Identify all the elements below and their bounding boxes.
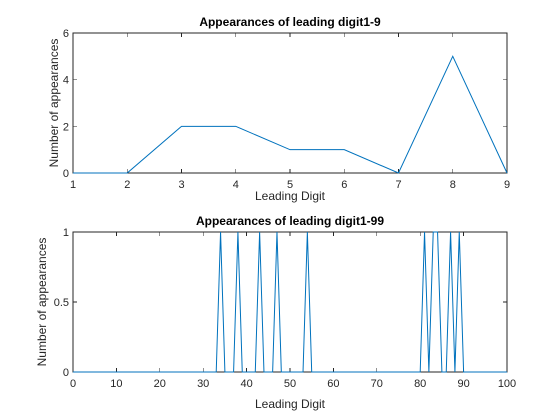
chart-title: Appearances of leading digit1-99	[196, 214, 384, 228]
x-axis-label: Leading Digit	[255, 397, 326, 411]
x-tick-label: 50	[284, 378, 296, 390]
x-tick-label: 6	[341, 179, 347, 191]
y-tick-label: 6	[63, 28, 69, 40]
y-tick-label: 0.5	[54, 297, 69, 309]
x-tick-label: 40	[240, 378, 252, 390]
data-series-line	[73, 55, 508, 174]
y-axis-label: Number of appearances	[35, 238, 49, 367]
x-tick-label: 90	[457, 378, 469, 390]
y-tick-label: 0	[63, 168, 69, 180]
x-tick-label: 30	[197, 378, 209, 390]
x-tick-label: 2	[124, 179, 130, 191]
x-tick-label: 0	[70, 378, 76, 390]
y-tick-label: 0	[63, 367, 69, 379]
chart-title: Appearances of leading digit1-9	[199, 15, 381, 29]
subplot-leading-digit-1-9: Appearances of leading digit1-9 Leading …	[47, 15, 510, 203]
data-series-line	[73, 231, 507, 373]
x-tick-label: 10	[110, 378, 122, 390]
y-tick-label: 4	[63, 75, 69, 87]
x-tick-label: 4	[233, 179, 239, 191]
y-tick-label: 1	[63, 227, 69, 239]
x-tick-label: 9	[504, 179, 510, 191]
y-tick-label: 2	[63, 121, 69, 133]
x-axis-label: Leading Digit	[255, 189, 326, 203]
x-tick-label: 7	[395, 179, 401, 191]
x-tick-label: 1	[70, 179, 76, 191]
y-axis-label: Number of appearances	[47, 39, 61, 168]
x-tick-label: 5	[287, 179, 293, 191]
x-tick-label: 80	[414, 378, 426, 390]
x-tick-label: 70	[371, 378, 383, 390]
x-tick-label: 20	[154, 378, 166, 390]
subplot-leading-digit-1-99: Appearances of leading digit1-99 Leading…	[35, 214, 516, 411]
x-tick-label: 60	[327, 378, 339, 390]
x-tick-label: 8	[450, 179, 456, 191]
x-tick-label: 3	[178, 179, 184, 191]
x-tick-label: 100	[498, 378, 516, 390]
